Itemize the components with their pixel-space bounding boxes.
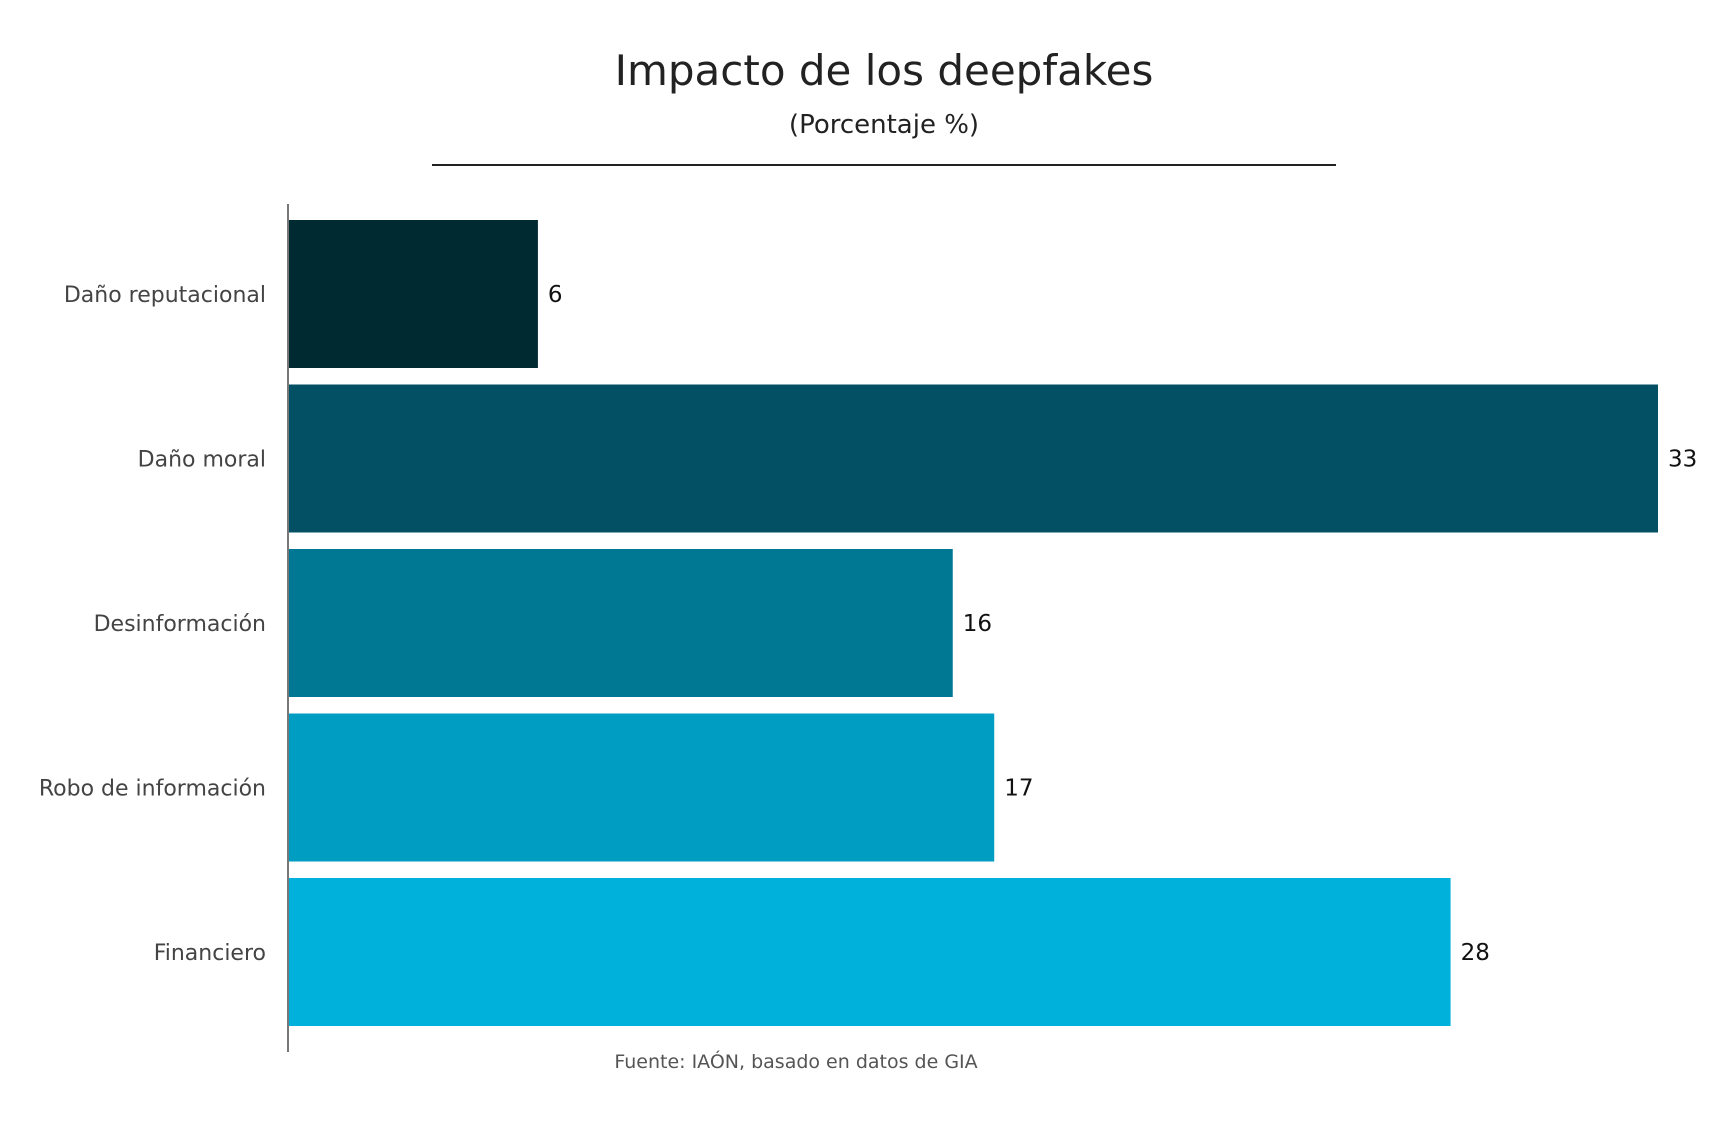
category-label: Robo de información — [39, 777, 266, 802]
value-label: 17 — [1004, 776, 1033, 802]
source-note: Fuente: IAÓN, basado en datos de GIA — [614, 1049, 977, 1073]
category-label: Daño moral — [138, 448, 266, 473]
chart-subtitle: (Porcentaje %) — [789, 110, 979, 140]
category-label: Desinformación — [94, 612, 266, 637]
chart-title: Impacto de los deepfakes — [615, 46, 1154, 95]
bars-group: Daño reputacional 6 Daño moral 33 Desinforma… — [39, 220, 1697, 1026]
value-label: 28 — [1461, 940, 1490, 966]
category-label: Daño reputacional — [64, 283, 266, 308]
category-label: Financiero — [154, 941, 266, 966]
bar-1 — [289, 384, 1658, 533]
bar-0 — [289, 220, 538, 368]
bar-2 — [289, 549, 953, 697]
value-label: 16 — [963, 611, 992, 637]
bar-4 — [289, 878, 1451, 1026]
value-label: 6 — [548, 282, 563, 308]
bar-3 — [289, 713, 995, 862]
value-label: 33 — [1668, 447, 1697, 473]
